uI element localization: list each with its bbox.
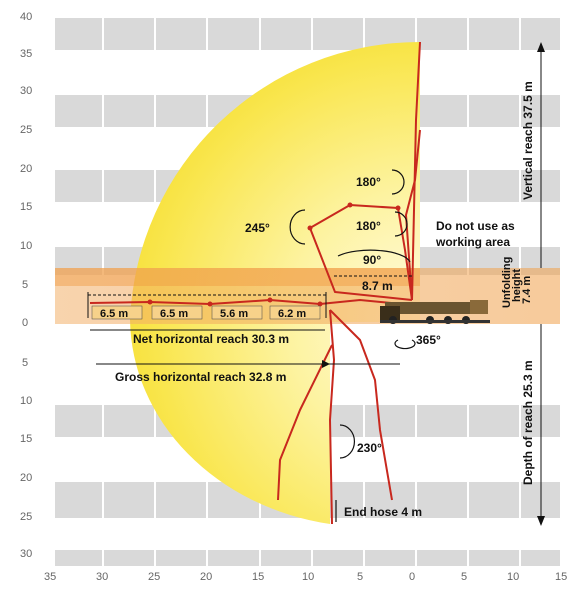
unfolding-height-line2: height: [511, 269, 523, 302]
x-tick-label: 20: [200, 571, 212, 583]
y-axis: 40 35 30 25 20 15 10 5 0 5 10 15 20 25 3…: [20, 11, 32, 560]
y-tick-label: 30: [20, 548, 32, 560]
boom-joints: [147, 202, 401, 307]
segment-label: 5.6 m: [220, 308, 248, 320]
gross-reach-arrowhead: [322, 360, 330, 368]
segment-dimension: [87, 292, 327, 318]
depth-reach-arrowhead: [537, 516, 545, 526]
x-tick-label: 5: [357, 571, 363, 583]
boom-vertical: [411, 41, 421, 301]
x-tick-label: 10: [507, 571, 519, 583]
y-tick-label: 25: [20, 511, 32, 523]
y-tick-label: 15: [20, 201, 32, 213]
net-reach-label: Net horizontal reach 30.3 m: [133, 332, 289, 346]
x-tick-label: 5: [461, 571, 467, 583]
angle-180-top-label: 180°: [356, 175, 381, 189]
segment-label: 6.5 m: [160, 308, 188, 320]
truck: [380, 300, 490, 324]
boom-down-1: [329, 309, 335, 525]
unfolding-height-label: Unfolding height 7.4 m: [501, 257, 533, 308]
angle-245-label: 245°: [245, 221, 270, 235]
end-hose-label: End hose 4 m: [344, 505, 422, 519]
y-tick-label: 25: [20, 124, 32, 136]
depth-reach-label: Depth of reach 25.3 m: [521, 360, 535, 485]
y-tick-label: 0: [22, 317, 28, 329]
angle-365-label: 365°: [416, 333, 441, 347]
x-tick-label: 25: [148, 571, 160, 583]
unfolding-height-line1: Unfolding: [501, 257, 513, 308]
x-tick-label: 15: [252, 571, 264, 583]
y-tick-label: 30: [20, 85, 32, 97]
angle-180-mid-label: 180°: [356, 219, 381, 233]
boom-folded-2: [405, 129, 421, 301]
no-use-label-line1: Do not use as: [436, 219, 515, 233]
angle-arcs: [289, 169, 416, 459]
x-tick-label: 30: [96, 571, 108, 583]
x-axis: 35 30 25 20 15 10 5 0 5 10 15: [44, 571, 567, 583]
unfolding-height-line3: 7.4 m: [521, 276, 533, 304]
y-tick-label: 20: [20, 163, 32, 175]
segment-boxes: [91, 305, 321, 320]
boom-down-2: [329, 309, 393, 501]
segment-label: 6.5 m: [100, 308, 128, 320]
y-tick-label: 10: [20, 395, 32, 407]
y-tick-label: 20: [20, 472, 32, 484]
boom-down-3: [277, 344, 333, 501]
dist-87-label: 8.7 m: [362, 279, 393, 293]
y-tick-label: 15: [20, 433, 32, 445]
y-tick-label: 5: [22, 357, 28, 369]
angle-90-label: 90°: [363, 253, 381, 267]
boom-lines: [89, 41, 421, 525]
vertical-reach-label: Vertical reach 37.5 m: [521, 81, 535, 200]
vertical-reach-arrowhead: [537, 42, 545, 52]
angle-230-label: 230°: [357, 441, 382, 455]
x-tick-label: 35: [44, 571, 56, 583]
no-use-label-line2: working area: [435, 235, 510, 249]
y-tick-label: 10: [20, 240, 32, 252]
x-tick-label: 15: [555, 571, 567, 583]
gross-reach-label: Gross horizontal reach 32.8 m: [115, 370, 286, 384]
y-tick-label: 40: [20, 11, 32, 23]
y-tick-label: 5: [22, 279, 28, 291]
segment-label: 6.2 m: [278, 308, 306, 320]
x-tick-label: 0: [409, 571, 415, 583]
x-tick-label: 10: [302, 571, 314, 583]
unfolding-band-top: [55, 268, 420, 286]
y-tick-label: 35: [20, 48, 32, 60]
